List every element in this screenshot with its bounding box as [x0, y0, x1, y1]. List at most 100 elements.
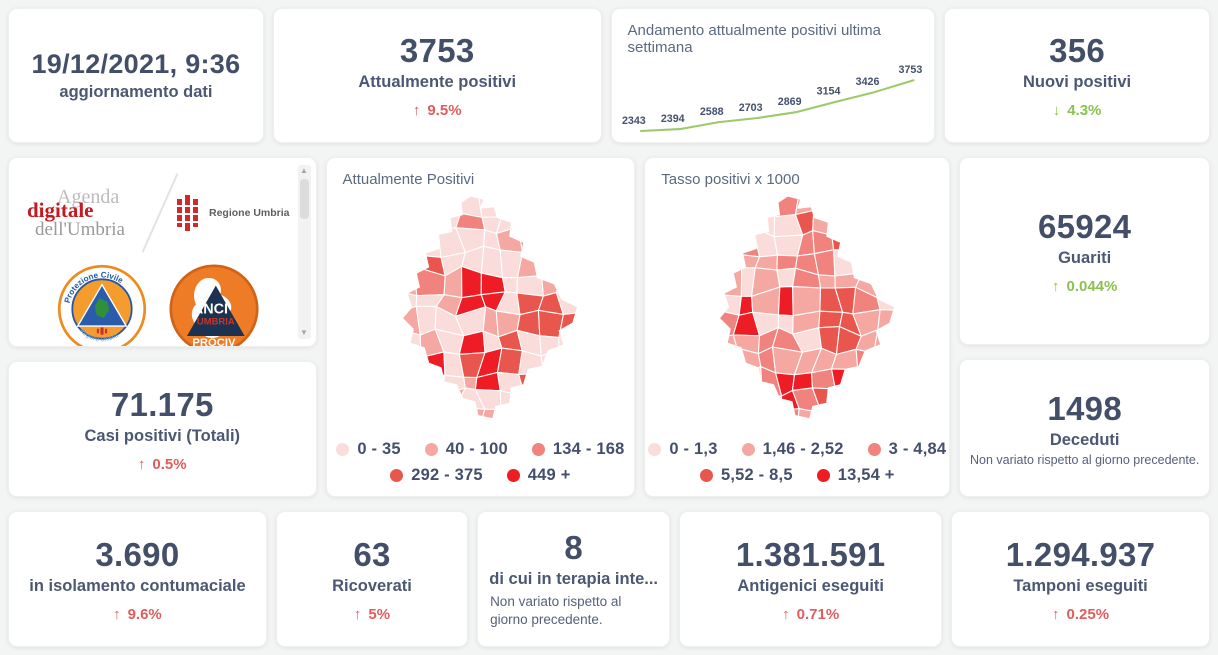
- anci-umbria-prociv-logo: ANCI UMBRIA PROCIV: [169, 264, 259, 347]
- arrow-up-icon: ↑: [1051, 277, 1060, 295]
- card-ricoverati: 63 Ricoverati ↑ 5%: [275, 511, 469, 647]
- stat-delta: ↑ 9.6%: [9, 606, 266, 623]
- update-label: aggiornamento dati: [59, 83, 213, 101]
- anci-prociv-text: PROCIV: [193, 337, 237, 347]
- stat-value: 1498: [1047, 389, 1122, 427]
- stat-label: Nuovi positivi: [1022, 73, 1132, 91]
- card-attualmente-positivi: 3753 Attualmente positivi ↑ 9.5%: [272, 8, 602, 143]
- svg-text:2703: 2703: [738, 102, 762, 114]
- arrow-up-icon: ↑: [137, 455, 146, 473]
- stat-note: Non variato rispetto al giorno precedent…: [970, 452, 1200, 467]
- legend-label: 449 +: [527, 466, 571, 484]
- stat-label: in isolamento contumaciale: [29, 576, 246, 595]
- card-map-tasso-positivi: Tasso positivi x 1000 0 - 1,3 1,46 - 2,5…: [644, 157, 951, 497]
- stat-value: 3753: [399, 32, 475, 69]
- card-isolamento: 3.690 in isolamento contumaciale ↑ 9.6%: [8, 511, 267, 647]
- svg-text:2343: 2343: [621, 115, 645, 127]
- legend-dot: [336, 442, 350, 456]
- stat-value: 63: [353, 535, 391, 573]
- scrollbar[interactable]: ▲ ▼: [297, 165, 311, 339]
- stat-delta: ↑ 9.5%: [274, 102, 601, 119]
- stat-value: 65924: [1038, 207, 1132, 245]
- map-legend: 0 - 35 40 - 100 134 - 168 292 - 375 449 …: [336, 436, 624, 496]
- umbria-choropleth-map[interactable]: [374, 192, 586, 432]
- card-nuovi-positivi: 356 Nuovi positivi ↓ 4.3%: [944, 8, 1210, 143]
- update-datetime: 19/12/2021, 9:36: [31, 49, 241, 79]
- stat-value: 356: [1049, 32, 1106, 69]
- stat-delta: ↑ 0.25%: [952, 606, 1209, 623]
- stat-delta-value: 0.5%: [152, 455, 187, 473]
- card-guariti: 65924 Guariti ↑ 0.044%: [959, 157, 1210, 345]
- card-map-attualmente-positivi: Attualmente Positivi 0 - 35 40 - 100 134…: [325, 157, 636, 497]
- anci-logo-text: ANCI: [193, 302, 228, 318]
- legend-dot: [424, 442, 438, 456]
- legend-dot: [390, 468, 404, 482]
- arrow-up-icon: ↑: [1052, 605, 1060, 623]
- stat-label: Deceduti: [1049, 430, 1120, 449]
- legend-dot: [506, 468, 520, 482]
- stat-label: Attualmente positivi: [358, 73, 517, 91]
- stat-delta-value: 4.3%: [1067, 102, 1102, 119]
- card-deceduti: 1498 Deceduti Non variato rispetto al gi…: [959, 359, 1210, 497]
- legend-dot: [699, 468, 713, 482]
- stat-delta-value: 9.6%: [127, 605, 162, 623]
- stat-label: Guariti: [1058, 248, 1112, 267]
- agenda-logo-line3: dell'Umbria: [35, 218, 125, 240]
- legend-dot: [741, 442, 755, 456]
- arrow-down-icon: ↓: [1052, 102, 1061, 119]
- stat-delta: ↑ 0.5%: [9, 456, 316, 473]
- card-antigenici: 1.381.591 Antigenici eseguiti ↑ 0.71%: [679, 511, 943, 647]
- stat-delta-value: 5%: [368, 605, 391, 623]
- protezione-civile-umbria-logo: Protezione Civile Regione Umbria: [58, 264, 147, 346]
- arrow-up-icon: ↑: [113, 605, 121, 623]
- arrow-up-icon: ↑: [353, 605, 362, 623]
- legend-label: 134 - 168: [552, 440, 625, 458]
- card-partner-logos: Agenda digitale dell'Umbria: [8, 157, 317, 347]
- regione-umbria-logo: Regione Umbria: [175, 193, 290, 233]
- arrow-up-icon: ↑: [782, 605, 790, 623]
- weekly-trend-line-chart[interactable]: 2343 2394 2588 2703 2869 3154 3426 3753: [612, 58, 935, 142]
- stat-delta-value: 9.5%: [427, 102, 462, 119]
- stat-value: 1.381.591: [735, 535, 886, 573]
- svg-text:3154: 3154: [816, 86, 840, 98]
- map-title: Attualmente Positivi: [342, 171, 475, 188]
- svg-text:2394: 2394: [660, 113, 684, 125]
- legend-label: 3 - 4,84: [888, 440, 947, 458]
- stat-value: 8: [564, 528, 583, 566]
- stat-delta: ↓ 4.3%: [945, 102, 1209, 119]
- legend-label: 13,54 +: [837, 466, 895, 484]
- legend-dot: [648, 442, 662, 456]
- scroll-down-arrow[interactable]: ▼: [300, 328, 308, 337]
- stat-delta: ↑ 0.044%: [960, 278, 1209, 295]
- legend-dot: [816, 468, 830, 482]
- legend-label: 0 - 35: [357, 440, 401, 458]
- umbria-choropleth-map[interactable]: [691, 192, 903, 432]
- legend-label: 292 - 375: [411, 466, 483, 484]
- stat-delta-value: 0.71%: [796, 605, 840, 623]
- scroll-up-arrow[interactable]: ▲: [300, 166, 308, 175]
- stat-value: 1.294.937: [1005, 535, 1156, 573]
- chart-title: Andamento attualmente positivi ultima se…: [627, 22, 881, 56]
- scrollbar-thumb[interactable]: [299, 179, 309, 219]
- legend-dot: [531, 442, 545, 456]
- legend-label: 40 - 100: [445, 440, 508, 458]
- map-title: Tasso positivi x 1000: [661, 171, 800, 188]
- card-update-time: 19/12/2021, 9:36 aggiornamento dati: [8, 8, 264, 143]
- card-tamponi: 1.294.937 Tamponi eseguiti ↑ 0.25%: [951, 511, 1210, 647]
- svg-text:3426: 3426: [855, 76, 879, 88]
- stat-delta-value: 0.25%: [1066, 605, 1110, 623]
- agenda-logo-line2: digitale: [27, 197, 94, 222]
- stat-note: Non variato rispetto al giorno precedent…: [490, 593, 622, 627]
- stat-label: Casi positivi (Totali): [84, 426, 241, 445]
- legend-dot: [867, 442, 881, 456]
- svg-text:2869: 2869: [777, 96, 801, 108]
- stat-label: Ricoverati: [332, 576, 412, 595]
- stat-value: 71.175: [110, 385, 214, 423]
- svg-text:2588: 2588: [699, 106, 723, 118]
- map-legend: 0 - 1,3 1,46 - 2,52 3 - 4,84 5,52 - 8,5 …: [648, 436, 946, 496]
- arrow-up-icon: ↑: [412, 102, 421, 119]
- stat-label: di cui in terapia inte...: [489, 569, 658, 588]
- stat-label: Tamponi eseguiti: [1013, 576, 1148, 595]
- card-terapia-intensiva: 8 di cui in terapia inte... Non variato …: [477, 511, 671, 647]
